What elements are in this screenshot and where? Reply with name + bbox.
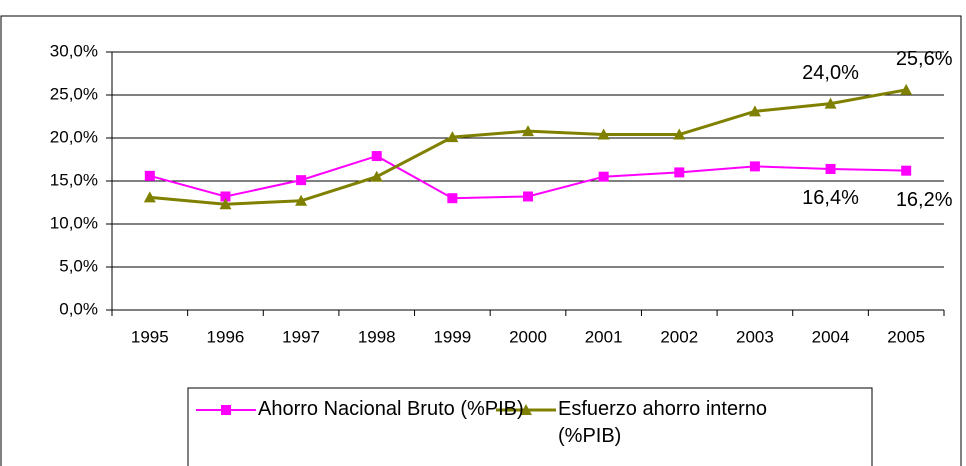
- y-tick-label: 15,0%: [50, 170, 98, 189]
- legend-label: Ahorro Nacional Bruto (%PIB): [258, 398, 524, 420]
- legend-label: Esfuerzo ahorro interno (%PIB): [558, 398, 768, 447]
- marker: [523, 191, 533, 202]
- marker: [144, 170, 155, 181]
- marker: [371, 151, 382, 162]
- y-tick-label: 0,0%: [59, 299, 98, 318]
- x-tick-label: 1998: [358, 327, 396, 346]
- marker: [219, 198, 232, 210]
- x-tick-label: 1999: [433, 327, 471, 346]
- marker: [143, 191, 156, 203]
- x-tick-label: 2001: [585, 327, 623, 346]
- x-tick-label: 1995: [131, 327, 169, 346]
- x-tick-label: 1997: [282, 327, 320, 346]
- marker: [598, 171, 609, 182]
- marker: [295, 194, 308, 206]
- value-label: 16,2%: [896, 189, 953, 211]
- marker: [900, 83, 913, 95]
- series-line: [149, 88, 907, 206]
- y-tick-label: 10,0%: [50, 213, 98, 232]
- x-tick-label: 1996: [207, 327, 245, 346]
- marker: [748, 105, 761, 117]
- marker: [597, 128, 610, 140]
- marker: [824, 97, 837, 109]
- legend-marker: [221, 405, 231, 415]
- marker: [522, 125, 534, 137]
- marker: [749, 161, 760, 172]
- marker: [674, 167, 685, 178]
- marker: [447, 193, 458, 204]
- marker: [446, 131, 459, 143]
- y-tick-label: 30,0%: [50, 41, 98, 60]
- marker: [220, 191, 231, 202]
- value-label: 25,6%: [896, 48, 953, 70]
- x-tick-label: 2004: [812, 327, 850, 346]
- y-tick-label: 25,0%: [50, 84, 98, 103]
- x-tick-label: 2005: [887, 327, 925, 346]
- marker: [825, 163, 836, 174]
- legend-marker: [520, 404, 532, 415]
- y-tick-label: 20,0%: [50, 127, 98, 146]
- marker: [901, 165, 912, 176]
- chart-frame: [0, 15, 962, 466]
- x-tick-label: 2000: [509, 327, 547, 346]
- legend-box: [187, 387, 873, 466]
- value-label: 16,4%: [802, 187, 859, 209]
- marker: [296, 175, 307, 186]
- value-label: 24,0%: [802, 62, 859, 84]
- x-tick-label: 2002: [660, 327, 698, 346]
- marker: [370, 170, 383, 182]
- marker: [673, 128, 686, 140]
- y-tick-label: 5,0%: [59, 256, 98, 275]
- x-tick-label: 2003: [736, 327, 774, 346]
